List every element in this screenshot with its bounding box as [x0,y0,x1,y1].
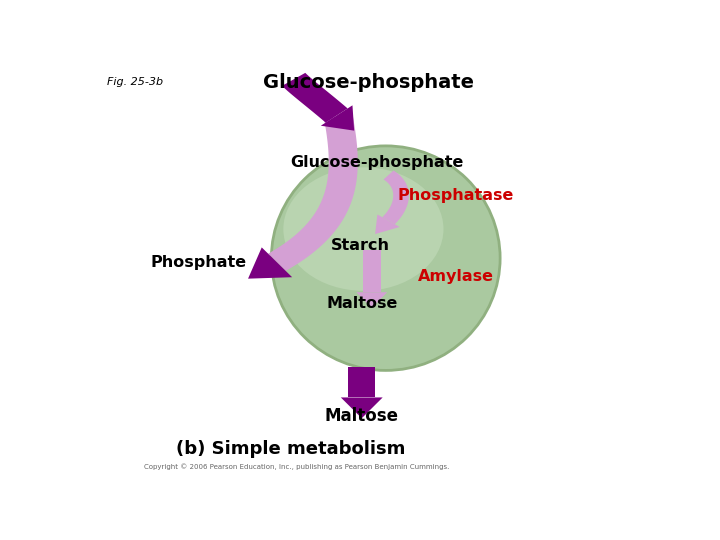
Text: Maltose: Maltose [325,407,399,425]
Polygon shape [375,214,400,234]
Polygon shape [382,171,409,224]
Text: Fig. 25-3b: Fig. 25-3b [107,77,163,87]
Text: Phosphatase: Phosphatase [397,188,513,203]
Ellipse shape [284,167,444,291]
Text: Phosphate: Phosphate [150,255,247,270]
Polygon shape [282,73,348,123]
Polygon shape [248,247,292,279]
Polygon shape [268,116,358,271]
Text: Copyright © 2006 Pearson Education, Inc., publishing as Pearson Benjamin Cumming: Copyright © 2006 Pearson Education, Inc.… [144,463,449,470]
Polygon shape [341,397,382,418]
Text: Glucose-phosphate: Glucose-phosphate [291,155,464,170]
Polygon shape [321,105,354,131]
Polygon shape [356,292,387,308]
Text: Glucose-phosphate: Glucose-phosphate [264,73,474,92]
Ellipse shape [271,146,500,370]
Text: Maltose: Maltose [326,296,397,312]
Polygon shape [348,367,375,397]
Polygon shape [363,250,381,292]
Text: Starch: Starch [331,238,390,253]
Text: Amylase: Amylase [418,269,493,285]
Text: (b) Simple metabolism: (b) Simple metabolism [176,441,405,458]
